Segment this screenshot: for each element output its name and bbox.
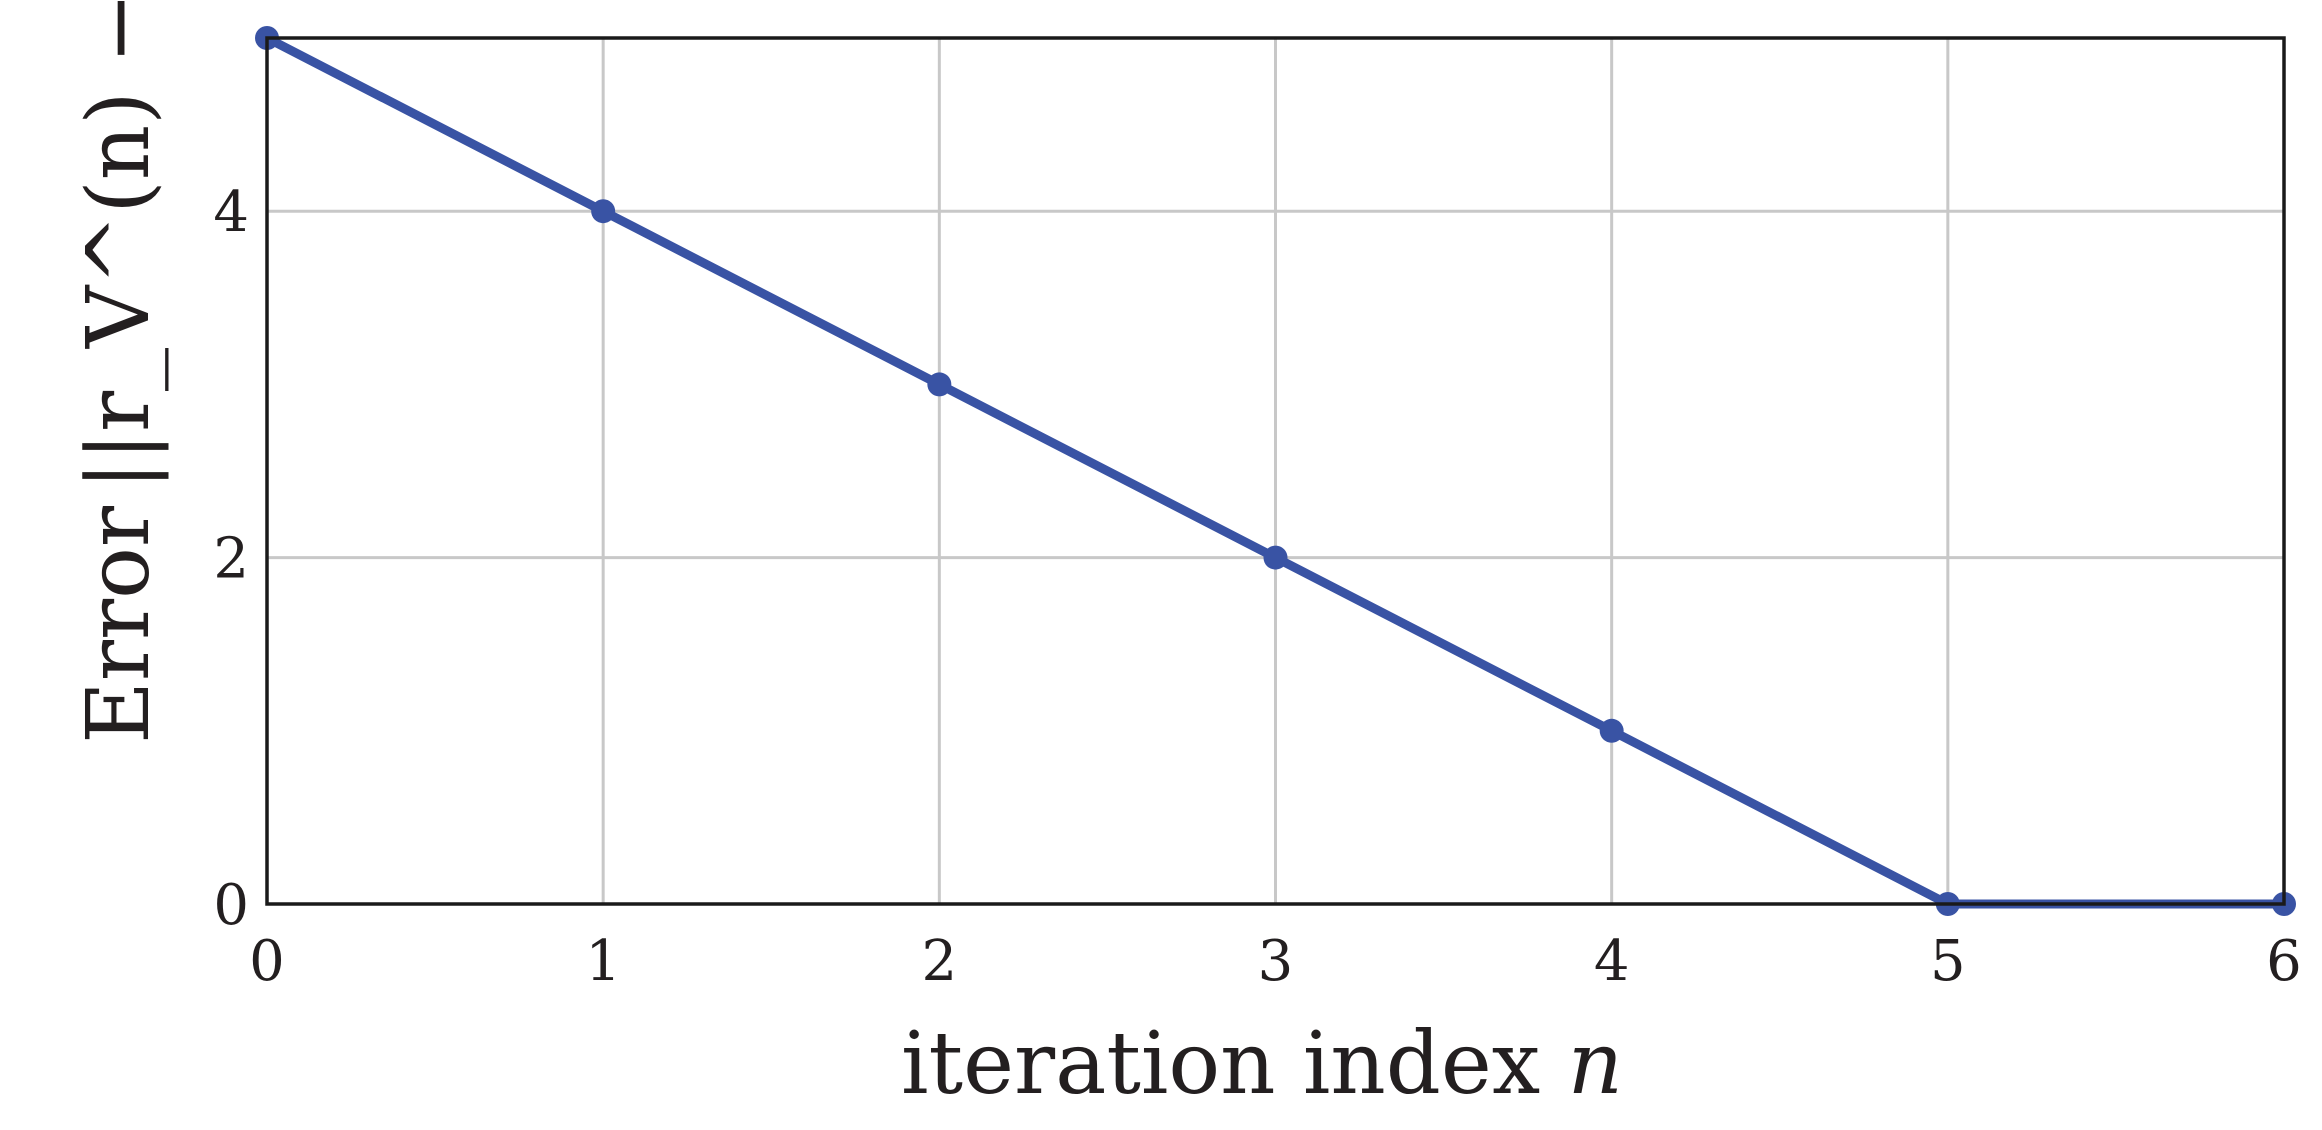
y-axis-label-word: Error (69, 505, 169, 744)
y-tick-label: 2 (213, 527, 249, 592)
x-tick-label: 2 (922, 929, 958, 994)
grid (267, 38, 2284, 904)
x-tick-label: 0 (249, 929, 285, 994)
x-tick-label: 3 (1258, 929, 1294, 994)
x-axis-label-text: iteration index (901, 1014, 1540, 1114)
tick-labels: 0 1 2 3 4 5 6 0 2 4 (213, 180, 2301, 994)
plot-frame (265, 36, 2286, 906)
y-axis-label: Error ||r_V^(n) − r_V^*||_1 (69, 0, 169, 744)
x-tick-label: 1 (585, 929, 621, 994)
x-tick-label: 5 (1930, 929, 1966, 994)
x-axis-label-variable: n (1568, 1014, 1623, 1114)
data-point (927, 372, 952, 397)
data-point (1263, 545, 1288, 570)
x-tick-label: 4 (1594, 929, 1630, 994)
data-point (591, 199, 616, 224)
x-axis-label: iteration index n (901, 1014, 1623, 1114)
y-tick-label: 4 (213, 180, 249, 245)
data-point (1599, 718, 1624, 743)
y-tick-label: 0 (213, 873, 249, 938)
y-axis-label-expression: ||r_V^(n) − r_V^*||_1 (69, 0, 169, 490)
x-tick-label: 6 (2266, 929, 2302, 994)
